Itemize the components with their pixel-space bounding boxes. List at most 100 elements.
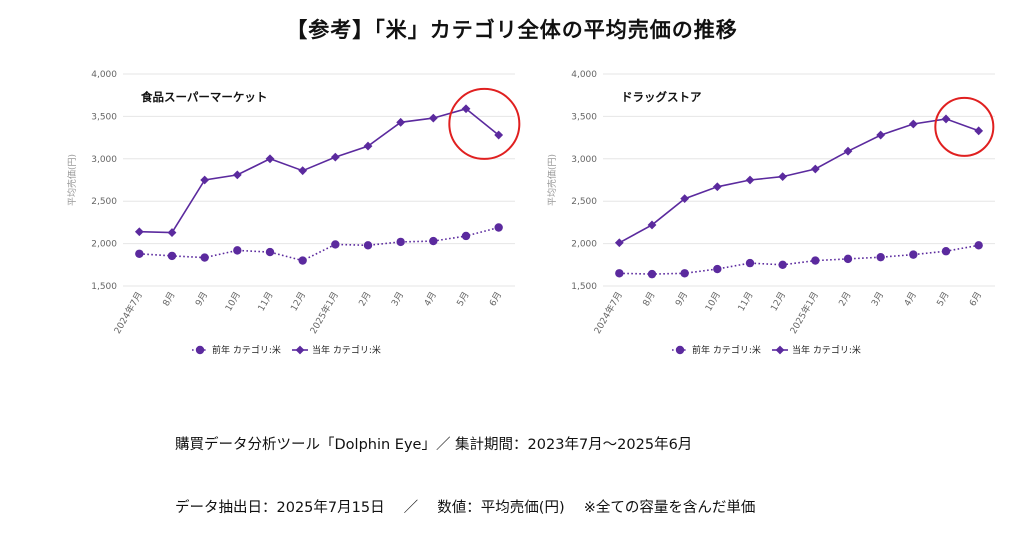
x-tick-label: 4月	[422, 290, 439, 308]
data-point	[843, 254, 853, 264]
x-tick-label: 2024年7月	[591, 290, 625, 336]
data-point	[363, 141, 373, 151]
y-tick-label: 1,500	[91, 282, 117, 292]
data-point	[843, 146, 853, 156]
x-tick-label: 9月	[193, 290, 210, 308]
series-line	[619, 244, 979, 275]
data-point	[745, 175, 755, 185]
legend-label: 前年 カテゴリ:米	[692, 344, 761, 356]
data-point	[876, 252, 885, 262]
data-point	[167, 228, 177, 237]
x-tick-label: 2月	[357, 290, 374, 308]
data-point	[429, 236, 438, 246]
data-point	[494, 223, 503, 232]
data-point	[396, 237, 405, 247]
legend-marker	[675, 345, 685, 355]
y-tick-label: 3,500	[571, 112, 597, 122]
y-tick-label: 2,500	[571, 197, 597, 207]
y-tick-label: 1,500	[571, 282, 597, 292]
x-tick-label: 6月	[487, 290, 504, 308]
data-point	[298, 256, 307, 265]
x-tick-label: 5月	[935, 290, 952, 308]
x-tick-label: 12月	[769, 290, 789, 313]
chart-title: 食品スーパーマーケット	[141, 90, 267, 104]
data-point	[908, 119, 918, 129]
x-tick-label: 3月	[389, 290, 406, 308]
data-point	[615, 269, 624, 278]
y-tick-label: 4,000	[571, 70, 597, 80]
chart-svg: 1,500 2,000 2,500 3,000 3,500 4,000 平均売価(円) 202…	[546, 70, 995, 356]
series-line	[139, 226, 499, 262]
data-point	[680, 269, 689, 278]
x-tick-label: 2024年7月	[111, 290, 145, 336]
x-tick-label: 11月	[736, 290, 756, 313]
x-tick-label: 4月	[902, 290, 919, 308]
data-point	[331, 240, 340, 249]
footer-line-2: データ抽出日：2025年7月15日 ／ 数値：平均売価(円) ※全ての容量を含ん…	[175, 500, 756, 516]
data-point	[265, 154, 275, 164]
y-tick-label: 2,500	[91, 197, 117, 207]
data-point	[265, 247, 275, 257]
data-point	[200, 175, 210, 185]
data-point	[330, 152, 340, 162]
data-point	[232, 170, 242, 180]
y-tick-label: 3,000	[571, 155, 597, 165]
series-line	[139, 107, 500, 234]
data-point	[712, 182, 722, 192]
data-point	[974, 126, 984, 136]
data-point	[778, 172, 788, 182]
data-point	[974, 241, 983, 250]
legend-marker	[195, 345, 205, 355]
y-tick-label: 4,000	[91, 70, 117, 80]
data-point	[647, 220, 657, 230]
data-point	[647, 269, 657, 279]
data-point	[941, 247, 951, 256]
highlight-circle	[934, 96, 995, 157]
page-title: 【参考】「米」カテゴリ全体の平均売価の推移	[286, 18, 738, 42]
data-point	[396, 117, 406, 127]
x-tick-label: 11月	[256, 290, 276, 313]
data-point	[745, 258, 755, 268]
legend-marker	[295, 345, 305, 355]
chart-drugstore: 1,500 2,000 2,500 3,000 3,500 4,000 平均売価(円) 202…	[535, 60, 1005, 370]
chart-supermarket: 1,500 2,000 2,500 3,000 3,500 4,000 平均売価(円) 202…	[55, 60, 525, 370]
x-tick-label: 8月	[641, 290, 658, 308]
footer-notes: 購買データ分析ツール「Dolphin Eye」／ 集計期間：2023年7月～20…	[175, 393, 755, 540]
x-tick-label: 8月	[161, 290, 178, 308]
x-tick-label: 6月	[967, 290, 984, 308]
y-axis-label: 平均売価(円)	[66, 154, 78, 206]
chart-title: ドラッグストア	[621, 90, 702, 104]
footer-line-1: 購買データ分析ツール「Dolphin Eye」／ 集計期間：2023年7月～20…	[175, 437, 693, 453]
data-point	[167, 251, 177, 261]
y-tick-label: 2,000	[571, 240, 597, 250]
data-point	[680, 194, 690, 204]
data-point	[298, 166, 308, 176]
series-line	[618, 118, 979, 244]
legend-label: 前年 カテゴリ:米	[212, 344, 281, 356]
data-point	[713, 264, 722, 274]
data-point	[461, 104, 471, 114]
y-tick-label: 2,000	[91, 240, 117, 250]
x-tick-label: 2025年1月	[787, 290, 821, 336]
x-tick-label: 10月	[223, 290, 243, 313]
data-point	[811, 256, 820, 265]
x-tick-label: 5月	[455, 290, 472, 308]
data-point	[233, 246, 242, 255]
data-point	[461, 231, 471, 241]
x-tick-label: 9月	[673, 290, 690, 308]
data-point	[494, 130, 504, 140]
x-tick-label: 2月	[837, 290, 854, 308]
data-point	[876, 130, 886, 140]
legend-label: 当年 カテゴリ:米	[312, 344, 381, 356]
data-point	[614, 238, 624, 248]
y-tick-label: 3,000	[91, 155, 117, 165]
legend-marker	[775, 345, 785, 355]
x-tick-label: 2025年1月	[307, 290, 341, 336]
data-point	[909, 250, 918, 259]
data-point	[363, 241, 373, 250]
chart-svg: 1,500 2,000 2,500 3,000 3,500 4,000 平均売価(円) 202…	[66, 70, 521, 356]
data-point	[135, 249, 144, 258]
x-tick-label: 10月	[703, 290, 723, 313]
x-tick-label: 3月	[869, 290, 886, 308]
data-point	[941, 114, 951, 124]
